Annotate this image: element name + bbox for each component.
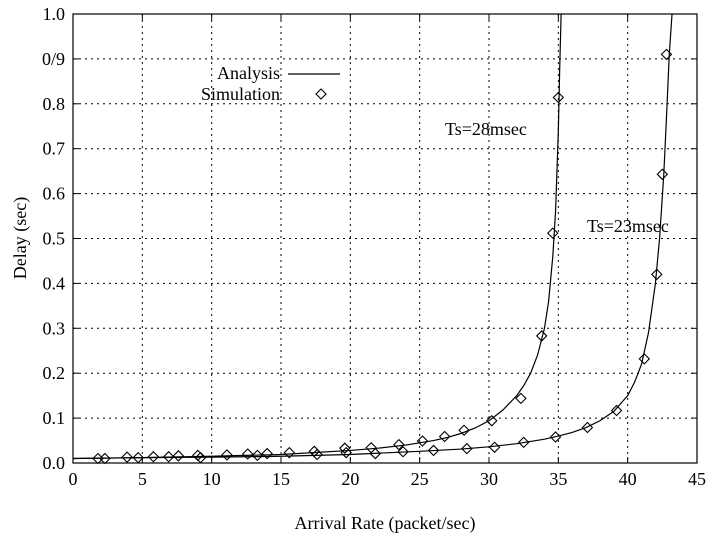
y-tick-label: 0/9	[42, 49, 65, 69]
simulation-point-ts-23msec	[488, 441, 501, 454]
curve-layer	[72, 13, 673, 460]
simulation-point-ts-28msec	[261, 447, 273, 460]
simulation-point-ts-28msec	[547, 227, 559, 239]
simulation-point-ts-28msec	[172, 450, 185, 462]
x-tick-label: 10	[203, 469, 221, 489]
annotation-ts23: Ts=23msec	[587, 216, 669, 236]
simulation-point-ts-23msec	[651, 268, 663, 281]
simulation-point-ts-28msec	[162, 450, 175, 463]
annotation-ts28: Ts=28msec	[445, 119, 527, 139]
simulation-point-ts-28msec	[535, 330, 548, 342]
x-tick-label: 20	[341, 469, 359, 489]
y-tick-label: 0.7	[43, 139, 66, 159]
x-tick-label: 30	[480, 469, 498, 489]
simulation-point-ts-23msec	[397, 445, 409, 458]
simulation-point-ts-28msec	[515, 392, 527, 405]
legend: Analysis Simulation	[201, 63, 340, 104]
x-tick-label: 25	[411, 469, 429, 489]
simulation-point-ts-23msec	[427, 444, 440, 457]
simulation-point-ts-28msec	[438, 430, 451, 443]
simulation-point-ts-23msec	[656, 168, 669, 181]
y-tick-label: 0.0	[43, 453, 66, 473]
simulation-point-ts-23msec	[517, 436, 530, 449]
simulation-point-ts-28msec	[221, 449, 233, 461]
marker-layer	[92, 48, 673, 465]
y-tick-label: 0.4	[43, 273, 66, 293]
simulation-point-ts-28msec	[241, 448, 254, 460]
y-axis-label: Delay (sec)	[10, 197, 31, 279]
y-tick-label: 0.8	[43, 94, 66, 114]
x-tick-label: 40	[619, 469, 637, 489]
simulation-point-ts-28msec	[121, 451, 133, 463]
grid-layer	[73, 14, 697, 463]
y-tick-label: 0.5	[43, 229, 66, 249]
simulation-point-ts-28msec	[147, 450, 160, 463]
simulation-point-ts-23msec	[581, 421, 594, 434]
legend-simulation-marker	[315, 88, 327, 100]
simulation-point-ts-23msec	[660, 48, 673, 61]
simulation-point-ts-28msec	[458, 424, 470, 437]
simulation-point-ts-23msec	[549, 431, 562, 443]
simulation-point-ts-23msec	[461, 442, 473, 455]
x-axis-label: Arrival Rate (packet/sec)	[295, 513, 476, 534]
simulation-point-ts-23msec	[638, 353, 651, 365]
simulation-point-ts-28msec	[283, 446, 296, 459]
y-tick-label: 1.0	[43, 4, 66, 24]
simulation-point-ts-23msec	[251, 449, 264, 462]
simulation-point-ts-28msec	[339, 442, 351, 454]
simulation-point-ts-23msec	[369, 447, 382, 460]
y-tick-label: 0.1	[43, 408, 66, 428]
simulation-point-ts-28msec	[365, 441, 377, 454]
y-tick-label: 0.3	[43, 318, 66, 338]
x-tick-label: 45	[688, 469, 706, 489]
legend-analysis-label: Analysis	[217, 63, 280, 83]
tick-layer: 0 5 10 15 20 25 30 35 40 45 0.0 0.1 0.2 0.3 0.4 0.5 0.6 0…	[42, 4, 706, 489]
y-tick-label: 0.2	[43, 363, 66, 383]
simulation-point-ts-28msec	[485, 415, 498, 427]
simulation-point-ts-23msec	[311, 448, 323, 461]
analysis-curve-ts-23msec	[72, 13, 673, 460]
x-tick-label: 35	[549, 469, 567, 489]
simulation-point-ts-23msec	[340, 446, 352, 459]
simulation-point-ts-28msec	[416, 435, 429, 447]
legend-simulation-label: Simulation	[201, 84, 280, 104]
x-tick-label: 0	[69, 469, 78, 489]
simulation-point-ts-28msec	[393, 438, 405, 451]
simulation-point-ts-23msec	[610, 404, 623, 417]
x-tick-label: 15	[272, 469, 290, 489]
simulation-point-ts-28msec	[552, 91, 565, 104]
y-tick-label: 0.6	[43, 184, 66, 204]
x-tick-label: 5	[138, 469, 147, 489]
analysis-curve-ts-28msec	[72, 13, 562, 460]
